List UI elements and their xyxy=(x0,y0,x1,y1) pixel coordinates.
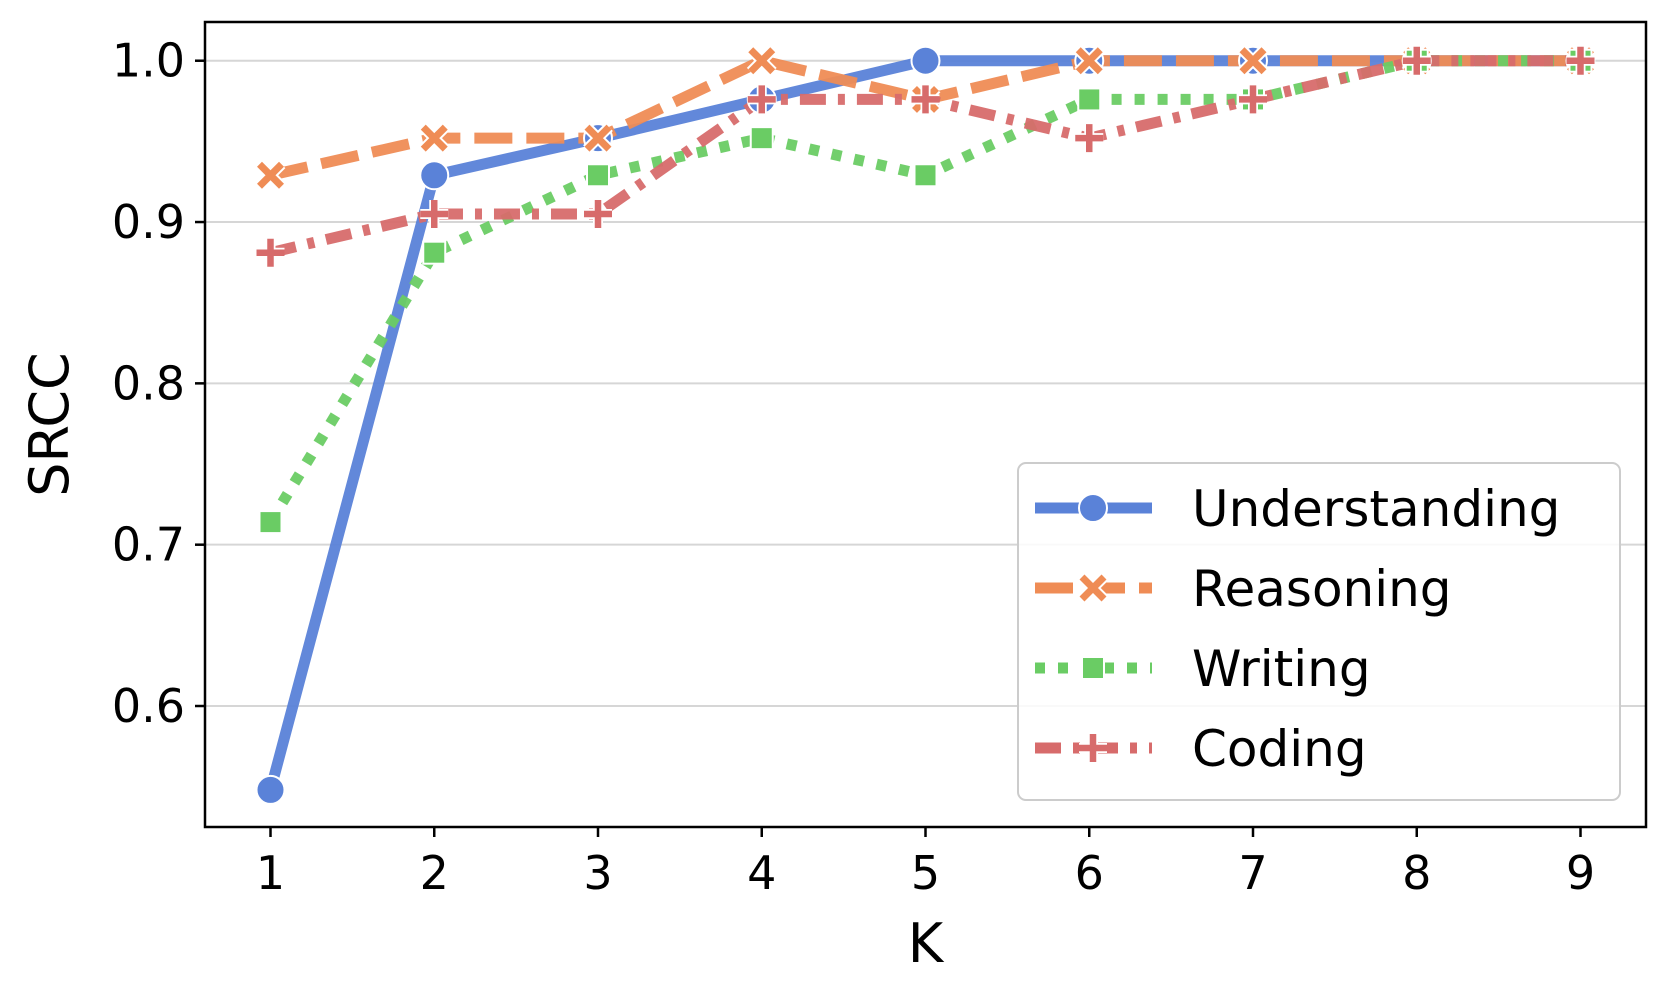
data-point-understanding xyxy=(910,45,941,76)
series-line-writing xyxy=(265,55,1581,525)
x-tick-label: 2 xyxy=(420,846,449,900)
data-point-writing xyxy=(258,510,283,535)
data-point-coding xyxy=(747,85,776,114)
data-point-reasoning xyxy=(583,123,613,154)
x-tick-label: 8 xyxy=(1402,846,1431,900)
y-tick-label: 0.7 xyxy=(112,518,185,572)
legend-frame xyxy=(1017,462,1621,801)
data-point-writing xyxy=(749,126,774,151)
x-tick-label: 5 xyxy=(911,846,940,900)
legend: Understanding Reasoning Writing Coding xyxy=(1017,462,1621,801)
data-point-reasoning xyxy=(419,123,450,154)
data-point-coding xyxy=(256,238,285,267)
x-tick-label: 9 xyxy=(1566,846,1595,900)
legend-label: Coding xyxy=(1192,720,1367,778)
data-point-understanding xyxy=(255,774,286,805)
y-tick-label: 0.8 xyxy=(112,356,185,410)
data-point-reasoning xyxy=(255,160,286,191)
legend-label: Understanding xyxy=(1192,480,1560,538)
data-point-reasoning xyxy=(1074,45,1105,76)
x-tick-label: 6 xyxy=(1075,846,1104,900)
x-tick-label: 1 xyxy=(256,846,285,900)
legend-label: Reasoning xyxy=(1192,560,1452,618)
data-point-coding xyxy=(1075,124,1104,153)
data-point-writing xyxy=(586,163,610,188)
data-point-coding xyxy=(911,85,940,114)
data-point-coding xyxy=(1566,46,1595,75)
series-line-reasoning xyxy=(269,55,1581,181)
legend-marker-writing xyxy=(1081,656,1105,680)
data-point-coding xyxy=(1402,46,1431,75)
y-axis-label: SRCC xyxy=(18,352,81,497)
x-axis-label: K xyxy=(908,912,945,975)
data-point-writing xyxy=(422,240,447,265)
x-tick-label: 3 xyxy=(583,846,612,900)
x-axis-ticks: 1 2 3 4 5 6 7 8 9 xyxy=(256,827,1595,900)
x-tick-label: 4 xyxy=(747,846,776,900)
y-tick-label: 1.0 xyxy=(112,34,185,88)
x-tick-label: 7 xyxy=(1238,846,1267,900)
y-axis-ticks: 0.6 0.7 0.8 0.9 1.0 xyxy=(112,34,205,733)
data-point-reasoning xyxy=(746,45,777,76)
data-point-reasoning xyxy=(1238,45,1268,76)
data-point-writing xyxy=(1077,87,1102,112)
y-tick-label: 0.6 xyxy=(112,679,185,733)
y-tick-label: 0.9 xyxy=(112,195,185,249)
data-point-coding xyxy=(420,199,449,228)
data-point-coding xyxy=(1239,85,1267,114)
data-point-understanding xyxy=(419,160,450,191)
data-point-writing xyxy=(913,163,938,188)
legend-marker-reasoning xyxy=(1078,573,1108,603)
legend-label: Writing xyxy=(1192,640,1371,698)
data-point-coding xyxy=(584,199,612,228)
series-markers xyxy=(255,45,1596,805)
legend-marker-understanding xyxy=(1078,493,1108,523)
legend-marker-coding xyxy=(1079,734,1107,762)
